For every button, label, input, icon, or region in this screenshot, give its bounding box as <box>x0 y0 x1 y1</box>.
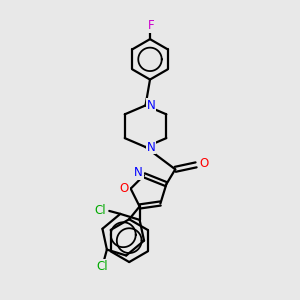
Text: Cl: Cl <box>94 204 106 218</box>
Text: F: F <box>148 19 155 32</box>
Text: N: N <box>134 167 143 179</box>
Text: N: N <box>146 99 155 112</box>
Text: Cl: Cl <box>97 260 108 273</box>
Text: O: O <box>200 157 209 170</box>
Text: N: N <box>146 140 155 154</box>
Text: O: O <box>119 182 129 195</box>
